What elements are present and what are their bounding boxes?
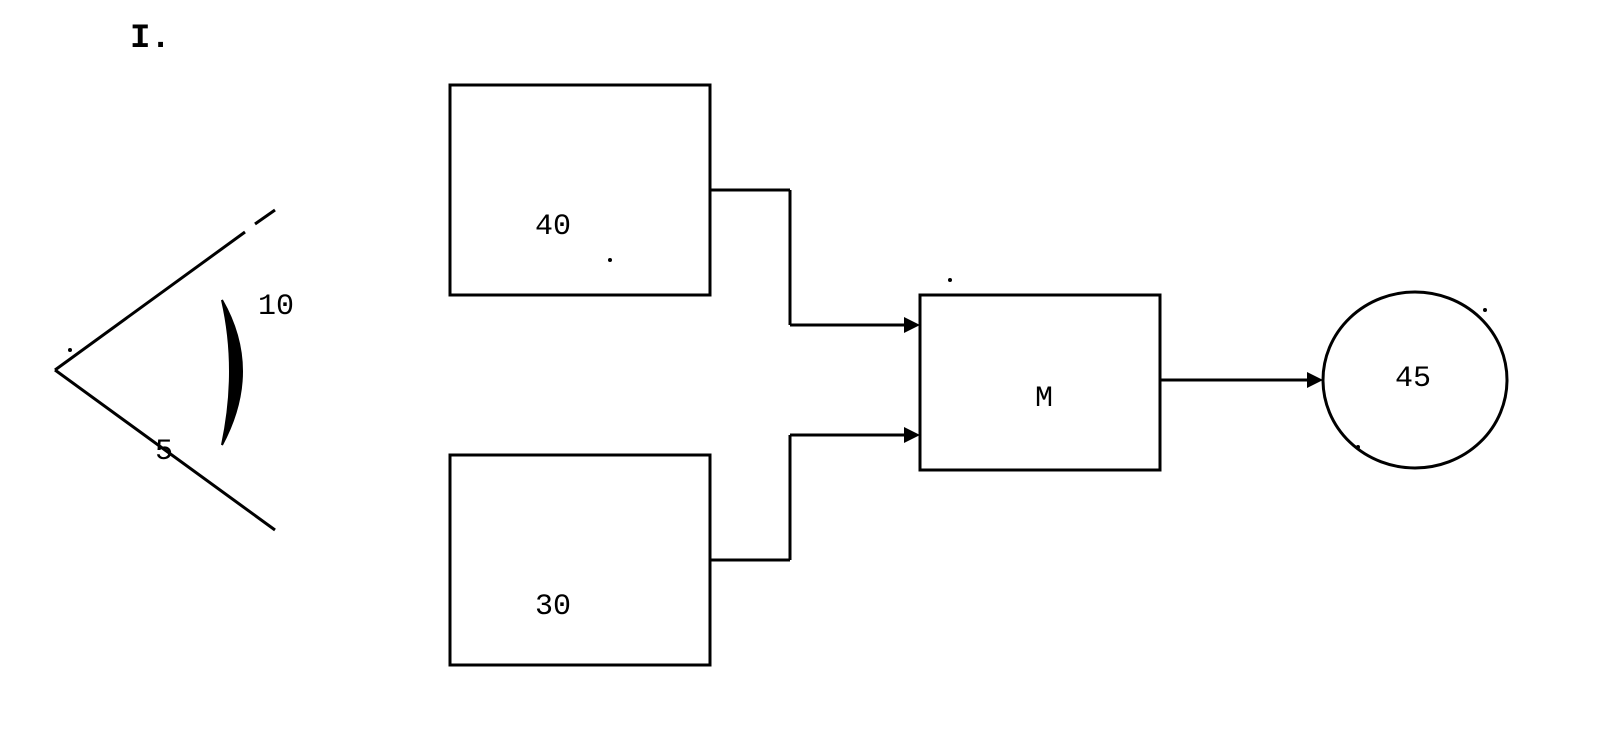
box-bottom-label: 30 bbox=[535, 590, 571, 624]
diagram-container: I. 10 5 40 30 M 45 bbox=[0, 0, 1605, 724]
box-top-label: 40 bbox=[535, 210, 571, 244]
box-bottom bbox=[450, 455, 710, 665]
eye-shape bbox=[55, 210, 275, 530]
connector-bottom bbox=[710, 427, 920, 560]
eye-body-label: 5 bbox=[155, 435, 173, 469]
connector-top bbox=[710, 190, 920, 333]
merge-box-label: M bbox=[1035, 382, 1053, 416]
output-circle-label: 45 bbox=[1395, 362, 1431, 396]
eye-lens-label: 10 bbox=[258, 290, 294, 324]
box-top bbox=[450, 85, 710, 295]
figure-label: I. bbox=[130, 20, 171, 58]
connector-output bbox=[1160, 372, 1323, 388]
diagram-svg bbox=[0, 0, 1605, 724]
